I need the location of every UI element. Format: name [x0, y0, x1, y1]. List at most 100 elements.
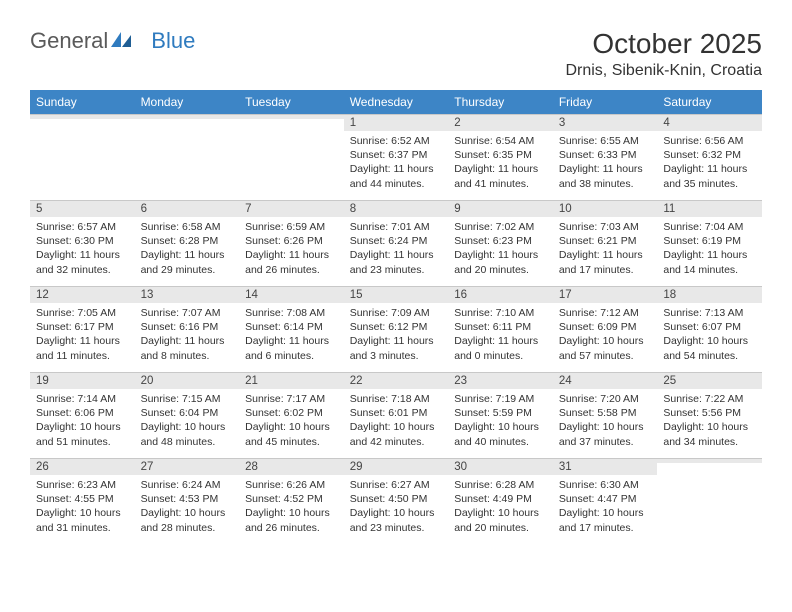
sunset-text: Sunset: 5:56 PM	[663, 406, 756, 420]
sunrise-text: Sunrise: 7:05 AM	[36, 306, 129, 320]
sunrise-text: Sunrise: 7:08 AM	[245, 306, 338, 320]
sunrise-text: Sunrise: 6:59 AM	[245, 220, 338, 234]
day-number: 22	[344, 372, 449, 389]
day-number: 16	[448, 286, 553, 303]
calendar-table: SundayMondayTuesdayWednesdayThursdayFrid…	[30, 90, 762, 544]
day-number: 11	[657, 200, 762, 217]
daylight-text: Daylight: 11 hours and 35 minutes.	[663, 162, 756, 190]
sunrise-text: Sunrise: 6:27 AM	[350, 478, 443, 492]
day-header: Thursday	[448, 90, 553, 114]
sunrise-text: Sunrise: 7:10 AM	[454, 306, 547, 320]
day-details: Sunrise: 7:12 AMSunset: 6:09 PMDaylight:…	[553, 303, 658, 363]
calendar-week-row: 12Sunrise: 7:05 AMSunset: 6:17 PMDayligh…	[30, 286, 762, 372]
sunset-text: Sunset: 6:07 PM	[663, 320, 756, 334]
day-number	[239, 114, 344, 119]
day-details: Sunrise: 7:01 AMSunset: 6:24 PMDaylight:…	[344, 217, 449, 277]
calendar-day-cell: 8Sunrise: 7:01 AMSunset: 6:24 PMDaylight…	[344, 200, 449, 286]
calendar-week-row: 1Sunrise: 6:52 AMSunset: 6:37 PMDaylight…	[30, 114, 762, 200]
daylight-text: Daylight: 10 hours and 37 minutes.	[559, 420, 652, 448]
calendar-head: SundayMondayTuesdayWednesdayThursdayFrid…	[30, 90, 762, 114]
sunset-text: Sunset: 6:24 PM	[350, 234, 443, 248]
day-number: 18	[657, 286, 762, 303]
sunset-text: Sunset: 4:52 PM	[245, 492, 338, 506]
sunrise-text: Sunrise: 6:52 AM	[350, 134, 443, 148]
daylight-text: Daylight: 11 hours and 41 minutes.	[454, 162, 547, 190]
day-number: 27	[135, 458, 240, 475]
sunrise-text: Sunrise: 7:12 AM	[559, 306, 652, 320]
daylight-text: Daylight: 11 hours and 3 minutes.	[350, 334, 443, 362]
day-details: Sunrise: 6:56 AMSunset: 6:32 PMDaylight:…	[657, 131, 762, 191]
calendar-day-cell: 23Sunrise: 7:19 AMSunset: 5:59 PMDayligh…	[448, 372, 553, 458]
sunset-text: Sunset: 6:23 PM	[454, 234, 547, 248]
calendar-day-cell: 27 Sunrise: 6:24 AMSunset: 4:53 PMDayligh…	[135, 458, 240, 544]
logo-word-2: Blue	[151, 28, 195, 54]
day-details: Sunrise: 7:04 AMSunset: 6:19 PMDaylight:…	[657, 217, 762, 277]
daylight-text: Daylight: 10 hours and 17 minutes.	[559, 506, 652, 534]
calendar-day-cell: 2Sunrise: 6:54 AMSunset: 6:35 PMDaylight…	[448, 114, 553, 200]
day-number: 10	[553, 200, 658, 217]
day-number	[30, 114, 135, 119]
sunset-text: Sunset: 6:28 PM	[141, 234, 234, 248]
calendar-day-cell: 5Sunrise: 6:57 AMSunset: 6:30 PMDaylight…	[30, 200, 135, 286]
daylight-text: Daylight: 11 hours and 20 minutes.	[454, 248, 547, 276]
daylight-text: Daylight: 11 hours and 8 minutes.	[141, 334, 234, 362]
sunrise-text: Sunrise: 7:17 AM	[245, 392, 338, 406]
sunset-text: Sunset: 6:17 PM	[36, 320, 129, 334]
day-number: 19	[30, 372, 135, 389]
calendar-day-cell: 22Sunrise: 7:18 AMSunset: 6:01 PMDayligh…	[344, 372, 449, 458]
day-number: 24	[553, 372, 658, 389]
day-number: 17	[553, 286, 658, 303]
calendar-day-cell: 1Sunrise: 6:52 AMSunset: 6:37 PMDaylight…	[344, 114, 449, 200]
sunrise-text: Sunrise: 6:23 AM	[36, 478, 129, 492]
day-number: 3	[553, 114, 658, 131]
daylight-text: Daylight: 11 hours and 14 minutes.	[663, 248, 756, 276]
day-number: 7	[239, 200, 344, 217]
sunset-text: Sunset: 6:16 PM	[141, 320, 234, 334]
sunrise-text: Sunrise: 7:14 AM	[36, 392, 129, 406]
calendar-week-row: 19 Sunrise: 7:14 AMSunset: 6:06 PM Dayligh…	[30, 372, 762, 458]
day-number: 29	[344, 458, 449, 475]
daylight-text: Daylight: 10 hours and 48 minutes.	[141, 420, 234, 448]
day-header: Tuesday	[239, 90, 344, 114]
daylight-text: Daylight: 11 hours and 17 minutes.	[559, 248, 652, 276]
sunrise-text: Sunrise: 7:19 AM	[454, 392, 547, 406]
daylight-text: Daylight: 11 hours and 23 minutes.	[350, 248, 443, 276]
calendar-day-cell: 24Sunrise: 7:20 AMSunset: 5:58 PMDayligh…	[553, 372, 658, 458]
calendar-day-cell: 9Sunrise: 7:02 AMSunset: 6:23 PMDaylight…	[448, 200, 553, 286]
sunrise-text: Sunrise: 6:56 AM	[663, 134, 756, 148]
daylight-text: Daylight: 11 hours and 6 minutes.	[245, 334, 338, 362]
sunrise-text: Sunrise: 6:55 AM	[559, 134, 652, 148]
sunset-text: Sunset: 4:47 PM	[559, 492, 652, 506]
day-details: Sunrise: 7:20 AMSunset: 5:58 PMDaylight:…	[553, 389, 658, 449]
day-number: 26	[30, 458, 135, 475]
calendar-day-cell: 13Sunrise: 7:07 AMSunset: 6:16 PMDayligh…	[135, 286, 240, 372]
daylight-text: Daylight: 10 hours and 57 minutes.	[559, 334, 652, 362]
sunset-text: Sunset: 6:06 PM	[36, 406, 129, 420]
day-number: 8	[344, 200, 449, 217]
day-number: 28	[239, 458, 344, 475]
daylight-text: Daylight: 10 hours and 28 minutes.	[141, 506, 234, 534]
sunset-text: Sunset: 6:30 PM	[36, 234, 129, 248]
day-number: 25	[657, 372, 762, 389]
sunrise-text: Sunrise: 6:24 AM	[141, 478, 234, 492]
day-details: Sunrise: 7:03 AMSunset: 6:21 PMDaylight:…	[553, 217, 658, 277]
header: General Blue October 2025 Drnis, Sibenik…	[30, 28, 762, 80]
sunset-text: Sunset: 4:53 PM	[141, 492, 234, 506]
day-number	[657, 458, 762, 463]
day-header: Wednesday	[344, 90, 449, 114]
logo: General Blue	[30, 28, 195, 54]
calendar-day-cell	[135, 114, 240, 200]
sunset-text: Sunset: 6:12 PM	[350, 320, 443, 334]
daylight-text: Daylight: 11 hours and 38 minutes.	[559, 162, 652, 190]
daylight-text: Daylight: 11 hours and 44 minutes.	[350, 162, 443, 190]
location-text: Drnis, Sibenik-Knin, Croatia	[565, 62, 762, 80]
calendar-body: 1Sunrise: 6:52 AMSunset: 6:37 PMDaylight…	[30, 114, 762, 544]
sunset-text: Sunset: 6:01 PM	[350, 406, 443, 420]
sunset-text: Sunset: 6:14 PM	[245, 320, 338, 334]
sunset-text: Sunset: 6:04 PM	[141, 406, 234, 420]
sunrise-text: Sunrise: 7:22 AM	[663, 392, 756, 406]
day-details: Sunrise: 6:55 AMSunset: 6:33 PMDaylight:…	[553, 131, 658, 191]
daylight-text: Daylight: 10 hours and 45 minutes.	[245, 420, 338, 448]
daylight-text: Daylight: 10 hours and 40 minutes.	[454, 420, 547, 448]
day-header: Friday	[553, 90, 658, 114]
